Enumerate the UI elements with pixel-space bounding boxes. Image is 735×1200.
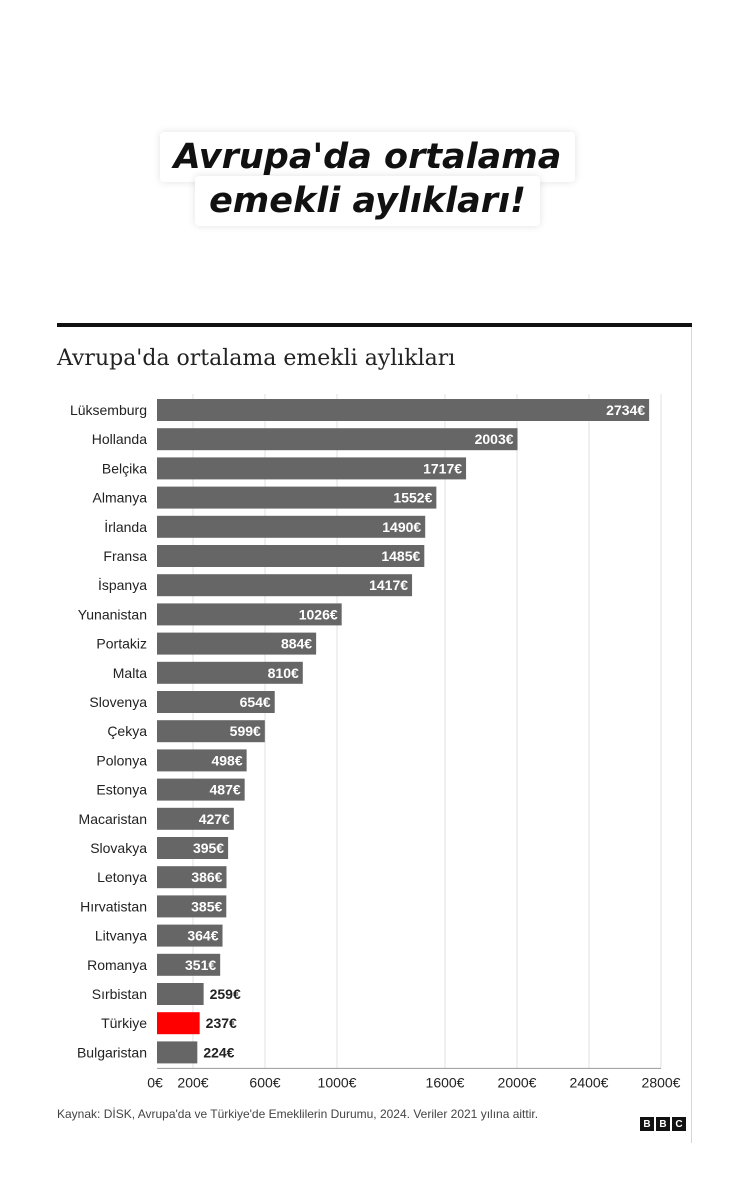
bar [157,866,227,889]
x-tick-label: 2800€ [642,1074,681,1090]
bar [157,953,221,976]
bar [157,778,245,801]
value-label: 259€ [210,986,241,1002]
category-label: Bulgaristan [77,1044,147,1060]
value-label: 1490€ [382,519,421,535]
x-tick-label: 1600€ [426,1074,465,1090]
category-label: Slovenya [89,694,147,710]
category-label: Lüksemburg [70,402,147,418]
value-label: 364€ [187,928,218,944]
category-label: Portakiz [96,636,147,652]
headline-line-2: emekli aylıkları! [195,176,540,226]
logo-letter-2: B [656,1117,670,1131]
bar [157,661,303,684]
value-label: 498€ [211,752,242,768]
value-label: 654€ [240,694,271,710]
value-label: 237€ [206,1015,237,1031]
bar [157,399,650,421]
category-label: Türkiye [101,1015,147,1031]
bbc-logo: B B C [640,1117,686,1131]
value-label: 599€ [230,723,261,739]
bar [157,574,413,597]
logo-letter-1: B [640,1117,654,1131]
bar [157,515,426,538]
bar [157,720,265,743]
value-label: 2734€ [606,402,645,418]
value-label: 884€ [281,636,312,652]
bar [157,691,275,713]
category-label: Almanya [93,490,148,506]
category-label: Litvanya [95,928,147,944]
bar [157,837,229,859]
category-label: Yunanistan [78,606,147,622]
chart-title: Avrupa'da ortalama emekli aylıkları [57,346,456,371]
category-label: Romanya [87,957,147,973]
bar [157,924,223,947]
bar-chart: Lüksemburg 2734€ Hollanda 2003€ Belçika 1717€… [70,394,681,1090]
bar [157,749,247,772]
x-tick-label: 0€ [147,1074,163,1090]
bar [157,428,518,451]
top-rule [57,323,692,327]
category-label: Malta [113,665,147,681]
bar [157,632,317,655]
value-label: 224€ [203,1044,234,1060]
value-label: 2003€ [475,431,514,447]
category-label: Macaristan [79,811,147,827]
value-label: 351€ [185,957,216,973]
category-label: Belçika [102,460,147,476]
bar [157,603,342,626]
value-label: 1552€ [393,490,432,506]
value-label: 1717€ [423,460,462,476]
value-label: 1026€ [299,606,338,622]
category-label: Çekya [107,723,147,739]
x-tick-label: 1000€ [318,1074,357,1090]
category-label: Estonya [96,782,147,798]
bar [157,486,437,509]
value-label: 386€ [191,869,222,885]
side-rule [691,327,692,1143]
category-label: Fransa [103,548,147,564]
x-tick-label: 600€ [249,1074,280,1090]
category-label: Slovakya [90,840,147,856]
bar [157,807,234,830]
logo-letter-3: C [672,1117,686,1131]
category-label: Hollanda [92,431,147,447]
category-label: Hırvatistan [80,898,147,914]
value-label: 810€ [268,665,299,681]
value-label: 1417€ [369,577,408,593]
bar [157,983,204,1005]
x-tick-label: 2400€ [570,1074,609,1090]
headline-line-1: Avrupa'da ortalama [159,132,576,182]
value-label: 385€ [191,898,222,914]
value-label: 1485€ [381,548,420,564]
category-label: Letonya [97,869,147,885]
category-label: İrlanda [104,518,147,535]
bar [157,895,227,918]
category-label: Polonya [96,752,147,768]
value-label: 395€ [193,840,224,856]
value-label: 487€ [210,782,241,798]
bar [157,457,467,480]
bar [157,1012,200,1035]
category-label: Sırbistan [92,986,147,1002]
category-label: İspanya [98,576,147,593]
bar [157,545,425,567]
x-tick-label: 200€ [177,1074,208,1090]
headline: Avrupa'da ortalama emekli aylıkları! [0,132,735,226]
x-tick-label: 2000€ [498,1074,537,1090]
source-note: Kaynak: DİSK, Avrupa'da ve Türkiye'de Em… [57,1107,539,1121]
bar [157,1041,198,1064]
value-label: 427€ [199,811,230,827]
chart-panel: Avrupa'da ortalama emekli aylıkları Lüks… [57,323,692,1143]
